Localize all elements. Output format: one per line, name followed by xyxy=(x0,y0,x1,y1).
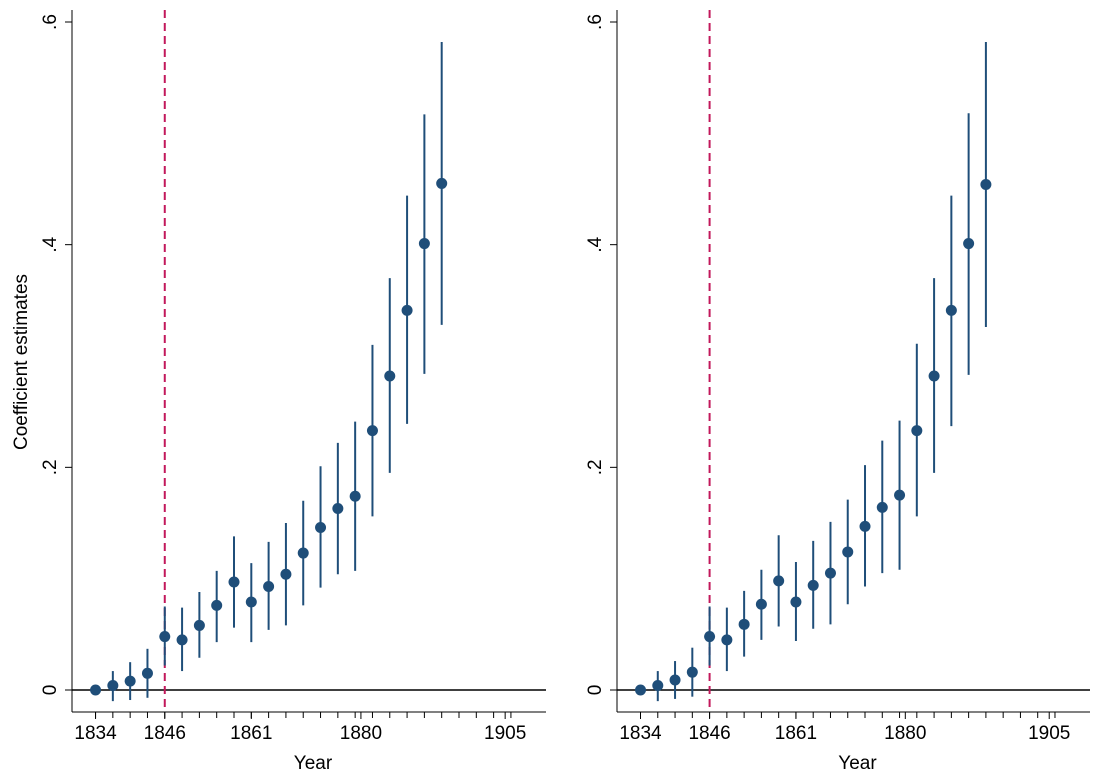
estimate-point xyxy=(297,547,309,559)
estimate-point xyxy=(824,567,836,579)
x-tick-label: 1861 xyxy=(775,723,817,744)
estimate-point xyxy=(280,568,292,580)
estimate-point xyxy=(349,490,361,502)
y-tick-label: 0 xyxy=(585,685,606,696)
estimate-point xyxy=(704,631,716,643)
estimate-point xyxy=(894,489,906,501)
x-tick-label: 1834 xyxy=(74,723,117,744)
estimate-point xyxy=(141,667,153,679)
chart-panel-left: 0 .2 .4 .6 1834 1846 1861 1880 1905 Year Coefficie… xyxy=(11,10,546,774)
estimate-point xyxy=(876,501,888,513)
estimate-point xyxy=(911,425,923,437)
x-tick-label: 1880 xyxy=(884,723,926,744)
estimate-point xyxy=(807,579,819,591)
estimate-point xyxy=(928,370,940,382)
y-axis-title: Coefficient estimates xyxy=(11,274,32,450)
estimate-point xyxy=(366,425,378,437)
estimate-point xyxy=(635,684,647,696)
estimate-point xyxy=(263,580,275,592)
estimate-point xyxy=(211,599,223,611)
estimate-point xyxy=(159,631,171,643)
y-tick-label: .2 xyxy=(40,459,61,475)
estimate-point xyxy=(669,674,681,686)
estimate-point xyxy=(790,596,802,608)
chart-panel-right: 0 .2 .4 .6 1834 1846 1861 1880 1905 Year xyxy=(585,10,1090,774)
x-tick-label: 1905 xyxy=(484,723,526,744)
estimate-point xyxy=(738,618,750,630)
estimate-point xyxy=(228,576,240,588)
y-tick-label: .2 xyxy=(585,459,606,475)
y-tick-label: .4 xyxy=(40,236,61,252)
y-tick-label: .4 xyxy=(585,236,606,252)
estimate-point xyxy=(401,304,413,316)
estimate-point xyxy=(721,634,733,646)
estimate-point xyxy=(332,503,344,515)
estimate-point xyxy=(686,666,698,678)
estimate-point xyxy=(963,238,975,250)
estimate-point xyxy=(245,596,257,608)
estimate-point xyxy=(107,680,119,692)
estimate-point xyxy=(652,680,664,692)
x-tick-label: 1846 xyxy=(688,723,730,744)
x-axis-title: Year xyxy=(838,753,877,774)
x-axis-title: Year xyxy=(294,753,333,774)
estimate-point xyxy=(773,575,785,587)
estimate-point xyxy=(842,546,854,558)
estimate-point xyxy=(436,177,448,189)
estimate-point xyxy=(124,675,136,687)
estimate-point xyxy=(90,684,102,696)
y-tick-label: .6 xyxy=(585,14,606,30)
estimate-point xyxy=(384,370,396,382)
x-tick-label: 1880 xyxy=(340,723,382,744)
estimate-point xyxy=(193,619,205,631)
y-tick-label: .6 xyxy=(40,14,61,30)
estimate-point xyxy=(945,304,957,316)
y-tick-label: 0 xyxy=(40,685,61,696)
x-tick-label: 1861 xyxy=(230,723,272,744)
estimate-point xyxy=(859,520,871,532)
estimate-point xyxy=(176,634,188,646)
estimate-point xyxy=(315,521,327,533)
estimate-point xyxy=(418,238,430,250)
x-tick-label: 1834 xyxy=(619,723,662,744)
x-tick-label: 1905 xyxy=(1028,723,1070,744)
estimate-point xyxy=(755,598,767,610)
estimate-point xyxy=(980,179,992,191)
x-tick-label: 1846 xyxy=(144,723,186,744)
